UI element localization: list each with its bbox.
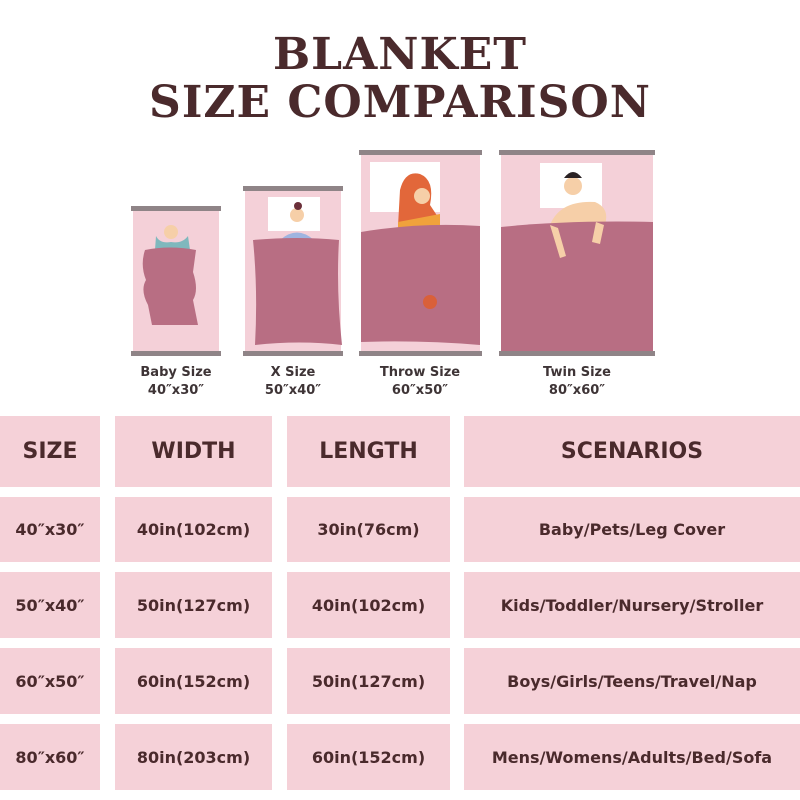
- size-name: X Size: [270, 365, 316, 380]
- table-cell-scenarios: Kids/Toddler/Nursery/Stroller: [464, 572, 800, 638]
- blanket-illustrations: [131, 150, 655, 356]
- baby-icon: [164, 225, 178, 239]
- table-cell-width: 50in(127cm): [115, 572, 272, 638]
- size-label-throw: Throw Size 60″x50″: [360, 364, 480, 400]
- size-dims: 40″x30″: [147, 383, 205, 398]
- size-label-twin: Twin Size 80″x60″: [517, 364, 637, 400]
- man-icon: [564, 177, 582, 195]
- size-dims: 60″x50″: [391, 383, 449, 398]
- x-blanket: [253, 238, 342, 345]
- table-cell-length: 30in(76cm): [287, 497, 450, 562]
- x-bed-illustration: [243, 186, 343, 356]
- twin-blanket: [501, 221, 653, 351]
- size-dims: 50″x40″: [264, 383, 322, 398]
- title-line-1: BLANKET: [272, 29, 527, 80]
- throw-bed-illustration: [359, 150, 482, 356]
- header-scenarios: SCENARIOS: [464, 416, 800, 487]
- table-cell-size: 40″x30″: [0, 497, 100, 562]
- header-size: SIZE: [0, 416, 100, 487]
- table-cell-width: 80in(203cm): [115, 724, 272, 790]
- table-cell-width: 60in(152cm): [115, 648, 272, 714]
- table-cell-scenarios: Baby/Pets/Leg Cover: [464, 497, 800, 562]
- table-cell-size: 80″x60″: [0, 724, 100, 790]
- size-name: Twin Size: [543, 365, 611, 380]
- header-length: LENGTH: [287, 416, 450, 487]
- child-icon: [290, 208, 304, 222]
- size-label-baby: Baby Size 40″x30″: [116, 364, 236, 400]
- table-cell-length: 50in(127cm): [287, 648, 450, 714]
- header-width: WIDTH: [115, 416, 272, 487]
- cat-icon: [423, 295, 437, 309]
- table-cell-scenarios: Mens/Womens/Adults/Bed/Sofa: [464, 724, 800, 790]
- table-cell-length: 60in(152cm): [287, 724, 450, 790]
- size-dims: 80″x60″: [548, 383, 606, 398]
- title-line-2: SIZE COMPARISON: [149, 77, 651, 128]
- size-name: Baby Size: [140, 365, 212, 380]
- size-name: Throw Size: [379, 365, 461, 380]
- table-cell-size: 60″x50″: [0, 648, 100, 714]
- table-cell-width: 40in(102cm): [115, 497, 272, 562]
- baby-bed-illustration: [131, 206, 221, 356]
- table-cell-length: 40in(102cm): [287, 572, 450, 638]
- baby-blanket: [142, 247, 198, 325]
- twin-bed-illustration: [499, 150, 655, 356]
- throw-blanket: [361, 224, 480, 345]
- table-cell-scenarios: Boys/Girls/Teens/Travel/Nap: [464, 648, 800, 714]
- table-cell-size: 50″x40″: [0, 572, 100, 638]
- size-label-x: X Size 50″x40″: [233, 364, 353, 400]
